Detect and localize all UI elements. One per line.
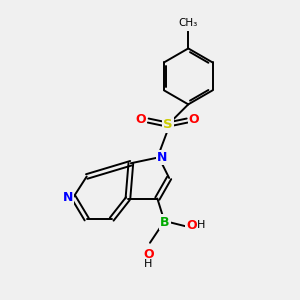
- Text: S: S: [163, 118, 172, 131]
- Text: N: N: [157, 151, 168, 164]
- Text: H: H: [197, 220, 206, 230]
- Text: H: H: [144, 259, 153, 269]
- Text: N: N: [63, 190, 73, 204]
- Text: O: O: [189, 112, 200, 126]
- Text: CH₃: CH₃: [179, 18, 198, 28]
- Text: O: O: [186, 219, 196, 232]
- Text: B: B: [160, 216, 169, 229]
- Text: O: O: [136, 112, 146, 126]
- Text: O: O: [143, 248, 154, 261]
